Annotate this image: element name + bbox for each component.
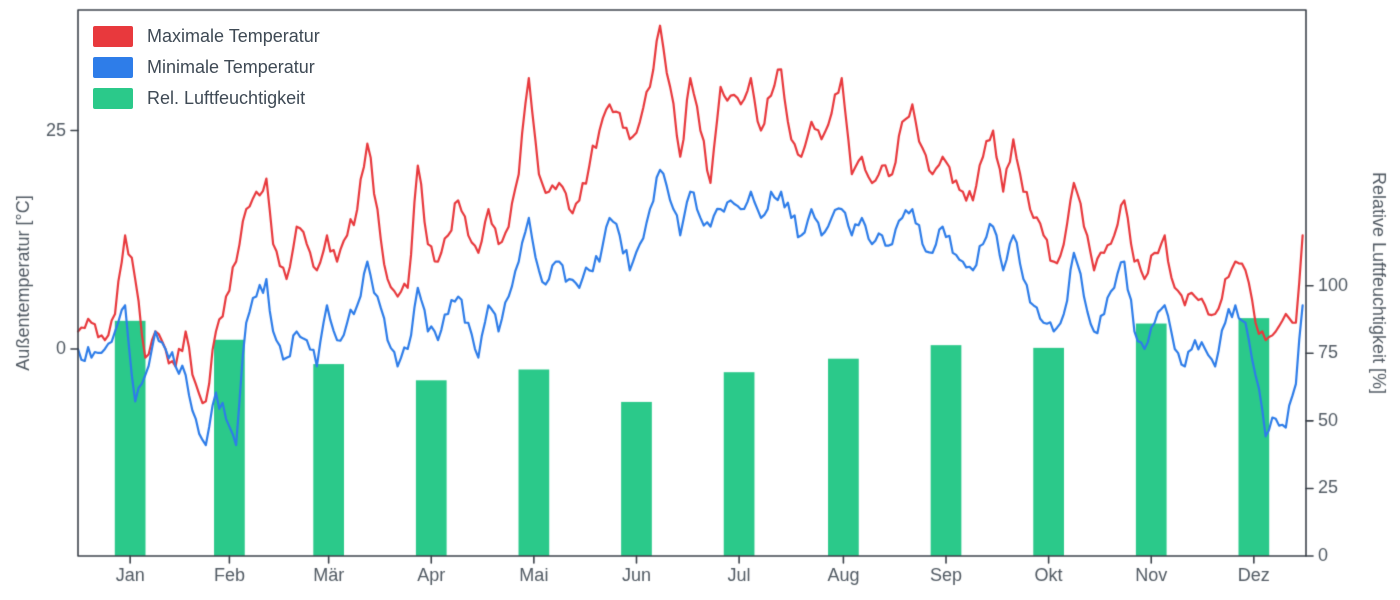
legend: Maximale Temperatur Minimale Temperatur … (93, 26, 320, 109)
legend-swatch-humidity (93, 88, 133, 109)
legend-swatch-max-temp (93, 26, 133, 47)
legend-item-humidity: Rel. Luftfeuchtigkeit (93, 88, 320, 109)
legend-label-humidity: Rel. Luftfeuchtigkeit (147, 88, 306, 108)
legend-swatch-min-temp (93, 57, 133, 78)
legend-label-max-temp: Maximale Temperatur (147, 26, 320, 46)
legend-item-max-temp: Maximale Temperatur (93, 26, 320, 47)
legend-label-min-temp: Minimale Temperatur (147, 57, 315, 77)
legend-item-min-temp: Minimale Temperatur (93, 57, 320, 78)
